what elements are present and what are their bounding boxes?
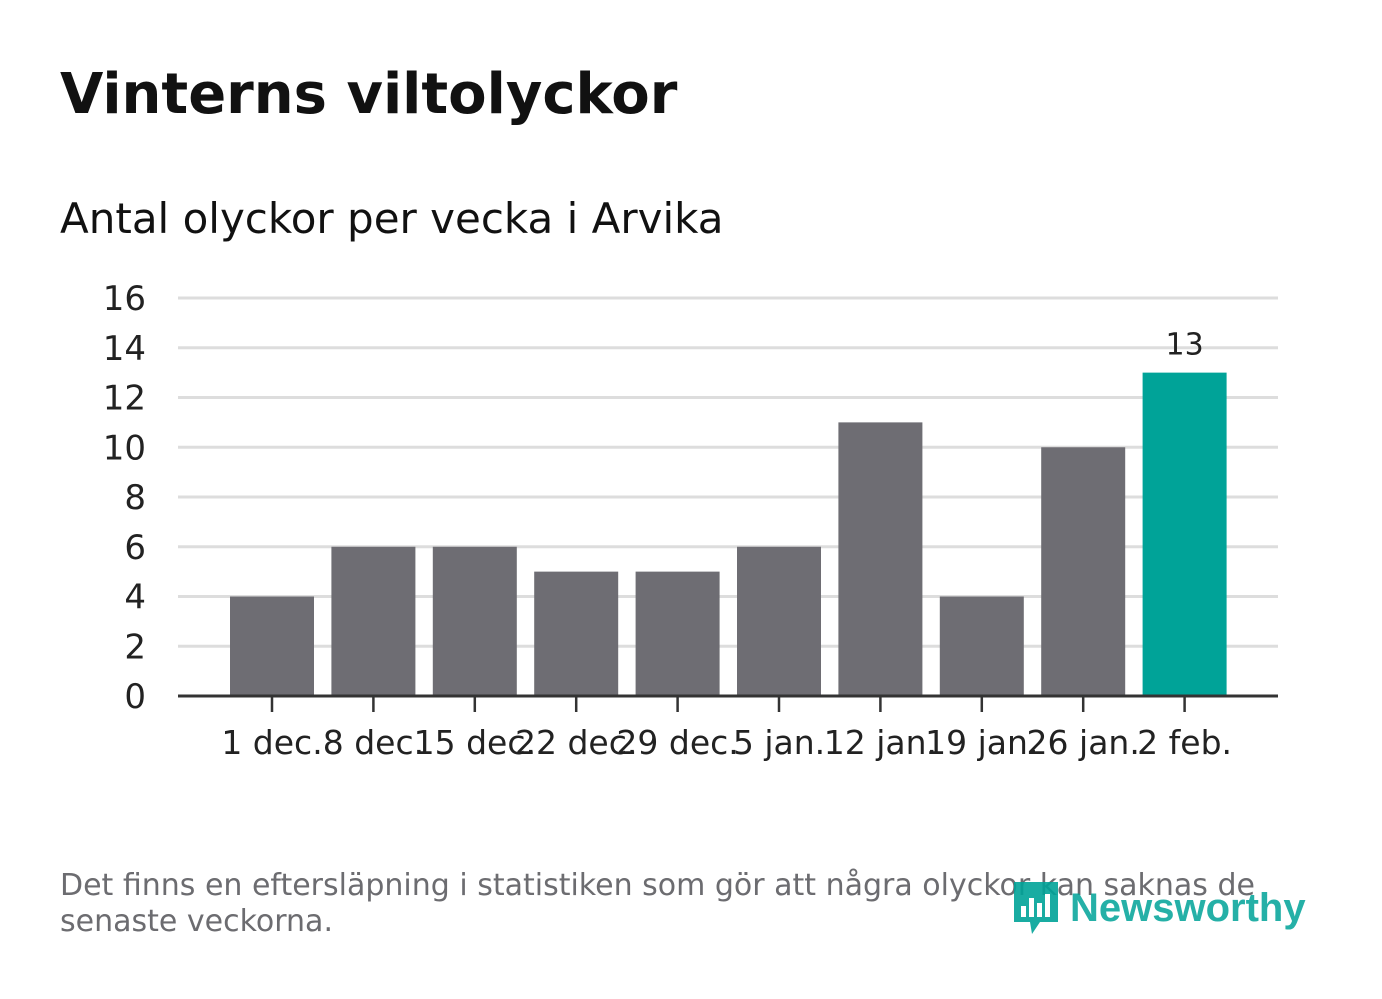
x-tick-label: 2 feb. bbox=[1137, 723, 1232, 762]
bar bbox=[1041, 447, 1126, 696]
bar bbox=[939, 596, 1024, 696]
x-tick-label: 5 jan. bbox=[733, 723, 825, 762]
y-tick-label: 16 bbox=[103, 279, 146, 319]
bar bbox=[331, 546, 416, 696]
x-tick-label: 22 dec. bbox=[515, 723, 637, 762]
chart-subtitle: Antal olyckor per vecka i Arvika bbox=[60, 194, 724, 243]
x-tick-label: 1 dec. bbox=[221, 723, 322, 762]
x-tick-label: 12 jan. bbox=[824, 723, 937, 762]
y-tick-label: 8 bbox=[124, 478, 146, 518]
bar bbox=[1142, 372, 1227, 696]
bar bbox=[635, 571, 720, 696]
y-tick-label: 2 bbox=[124, 627, 146, 667]
y-tick-label: 10 bbox=[103, 428, 146, 468]
chart-title: Vinterns viltolyckor bbox=[60, 62, 678, 127]
bar bbox=[230, 596, 314, 696]
x-tick-label: 8 dec. bbox=[323, 723, 424, 762]
newsworthy-logo-icon bbox=[1014, 882, 1058, 934]
bar bbox=[432, 546, 517, 696]
y-tick-label: 0 bbox=[124, 677, 146, 717]
y-tick-label: 12 bbox=[103, 379, 146, 419]
x-tick-label: 29 dec. bbox=[616, 723, 738, 762]
x-tick-label: 15 dec. bbox=[414, 723, 536, 762]
newsworthy-logo-text: Newsworthy bbox=[1070, 885, 1306, 930]
newsworthy-logo: Newsworthy bbox=[1010, 876, 1306, 940]
bar bbox=[838, 422, 923, 696]
bar bbox=[737, 546, 821, 696]
y-tick-label: 14 bbox=[103, 329, 146, 369]
y-tick-label: 6 bbox=[124, 528, 146, 568]
y-tick-label: 4 bbox=[124, 578, 146, 618]
data-label: 13 bbox=[1166, 328, 1204, 363]
x-tick-label: 19 jan. bbox=[925, 723, 1038, 762]
bar bbox=[534, 571, 619, 696]
x-tick-label: 26 jan. bbox=[1027, 723, 1140, 762]
